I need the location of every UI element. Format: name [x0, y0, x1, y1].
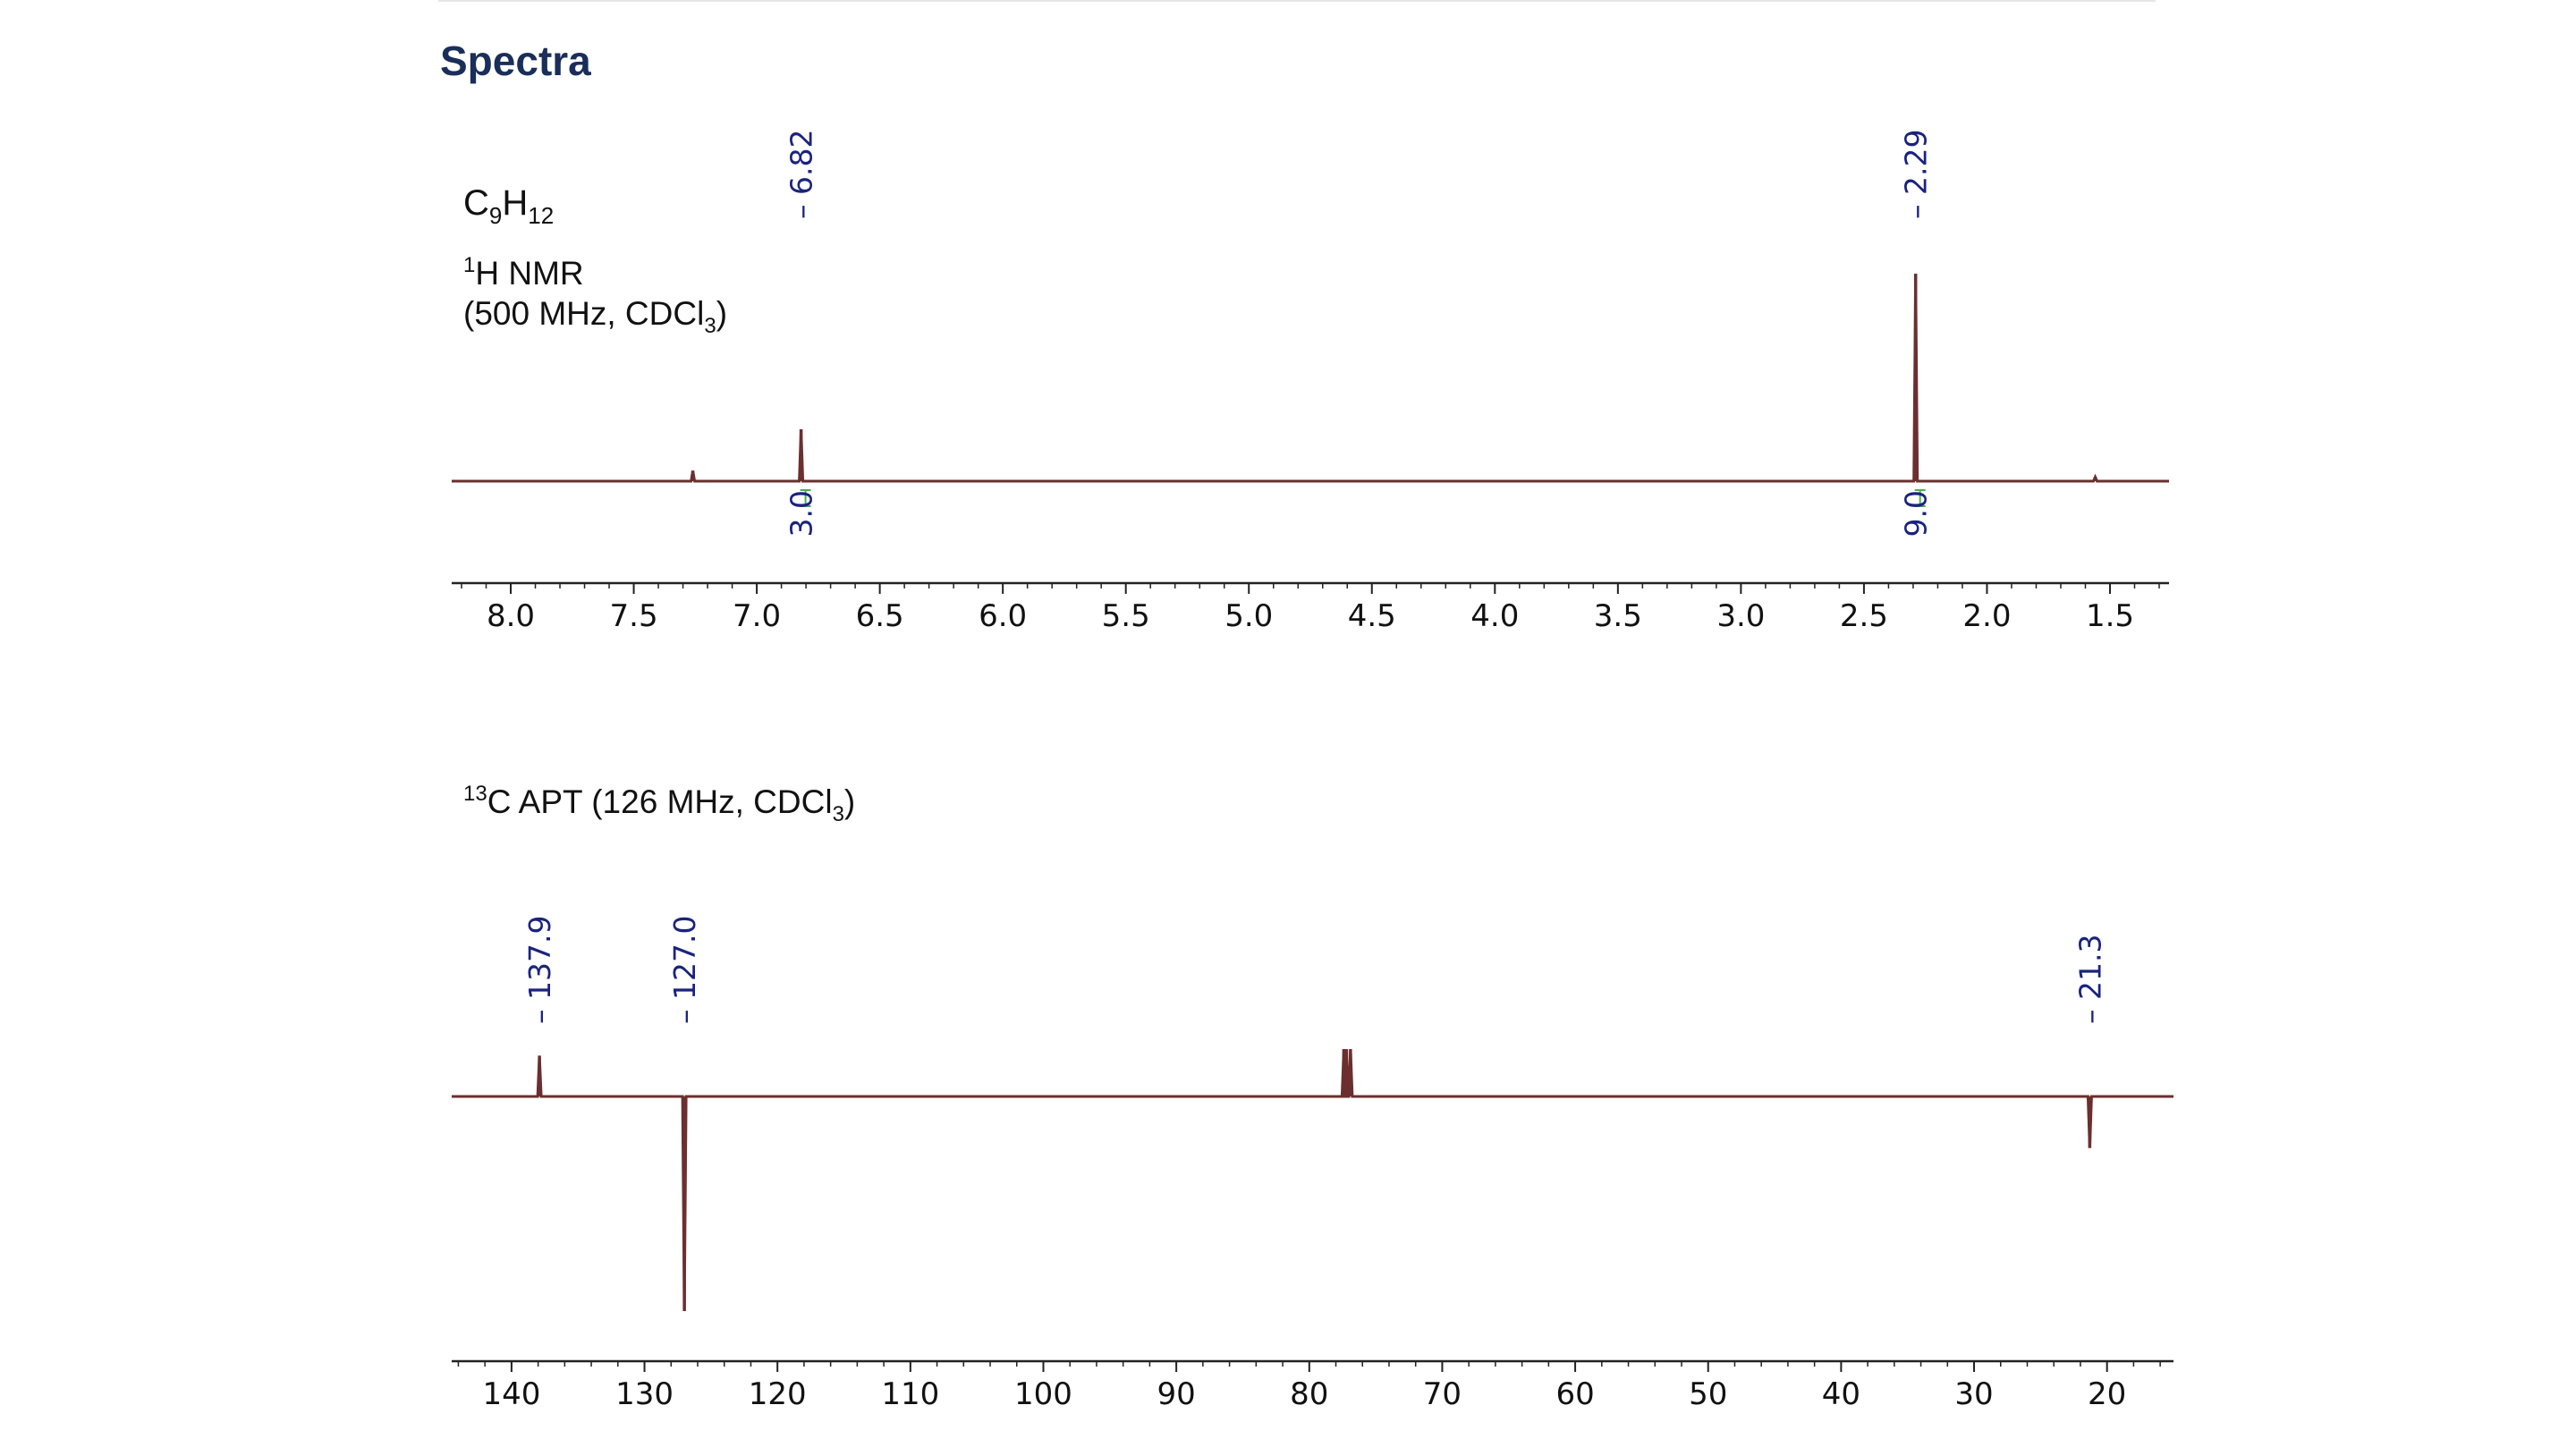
x-axis-tick-label: 6.5	[856, 598, 904, 634]
x-axis-tick-label: 2.0	[1962, 598, 2011, 634]
x-axis-tick-label: 60	[1555, 1376, 1594, 1412]
x-axis-tick-label: 100	[1014, 1376, 1072, 1412]
x-axis-tick-label: 7.5	[610, 598, 658, 634]
x-axis-tick-label: 4.0	[1470, 598, 1519, 634]
h-nmr-formula: C9H12	[463, 183, 554, 229]
peak-label: – 137.9	[522, 916, 557, 1024]
integration-label: 9.0	[1899, 490, 1934, 537]
x-axis-tick-label: 20	[2088, 1376, 2126, 1412]
h-nmr-x-axis: 8.0 7.5 7.0 6.5 6.0 5.5 5.0 4.5 4.0 3.5 3.0 2.5 2.0 1…	[452, 581, 2169, 634]
spectrum-trace	[452, 1049, 2174, 1312]
c-apt-label: 13C APT (126 MHz, CDCl3)	[463, 782, 855, 826]
x-axis-tick-label: 3.5	[1594, 598, 1642, 634]
x-axis-tick-label: 4.5	[1348, 598, 1396, 634]
spectrum-trace	[452, 273, 2169, 483]
h-nmr-label-line1: 1H NMR	[463, 253, 584, 292]
integration-label: 3.0	[784, 490, 819, 537]
x-axis-tick-label: 40	[1822, 1376, 1860, 1412]
h-nmr-spectrum: – 6.82 – 2.29 3.0 9.0	[452, 130, 2169, 537]
x-axis-tick-label: 70	[1423, 1376, 1462, 1412]
x-axis-tick-label: 5.5	[1102, 598, 1150, 634]
x-axis-tick-label: 30	[1954, 1376, 1993, 1412]
x-axis-tick-label: 6.0	[979, 598, 1027, 634]
h-nmr-panel: C9H12 1H NMR (500 MHz, CDCl3) – 6.82 – 2.…	[452, 130, 2169, 634]
x-axis-tick-label: 7.0	[733, 598, 781, 634]
x-axis-tick-label: 110	[881, 1376, 939, 1412]
x-axis-tick-label: 3.0	[1716, 598, 1765, 634]
peak-label: – 6.82	[784, 130, 819, 219]
c-apt-panel: 13C APT (126 MHz, CDCl3) – 137.9– 127.0–…	[452, 782, 2174, 1412]
c-apt-x-axis: 140 130 120 110 100 90 80 70 60 50 40 30 20	[452, 1359, 2174, 1412]
peak-label: – 127.0	[667, 916, 702, 1024]
x-axis-tick-label: 1.5	[2086, 598, 2134, 634]
x-axis-tick-label: 5.0	[1224, 598, 1273, 634]
x-axis-tick-label: 90	[1157, 1376, 1196, 1412]
x-axis-tick-label: 140	[482, 1376, 540, 1412]
x-axis-tick-label: 130	[615, 1376, 674, 1412]
x-axis-tick-label: 50	[1689, 1376, 1727, 1412]
peak-label: – 2.29	[1899, 130, 1934, 219]
page-title: Spectra	[440, 38, 591, 84]
x-axis-tick-label: 120	[749, 1376, 807, 1412]
peak-label: – 21.3	[2072, 935, 2107, 1024]
x-axis-tick-label: 8.0	[487, 598, 535, 634]
h-nmr-label-line2: (500 MHz, CDCl3)	[463, 295, 727, 338]
x-axis-tick-label: 80	[1290, 1376, 1328, 1412]
x-axis-tick-label: 2.5	[1840, 598, 1888, 634]
c-apt-spectrum: – 137.9 – 127.0 – 21.3	[452, 916, 2174, 1312]
